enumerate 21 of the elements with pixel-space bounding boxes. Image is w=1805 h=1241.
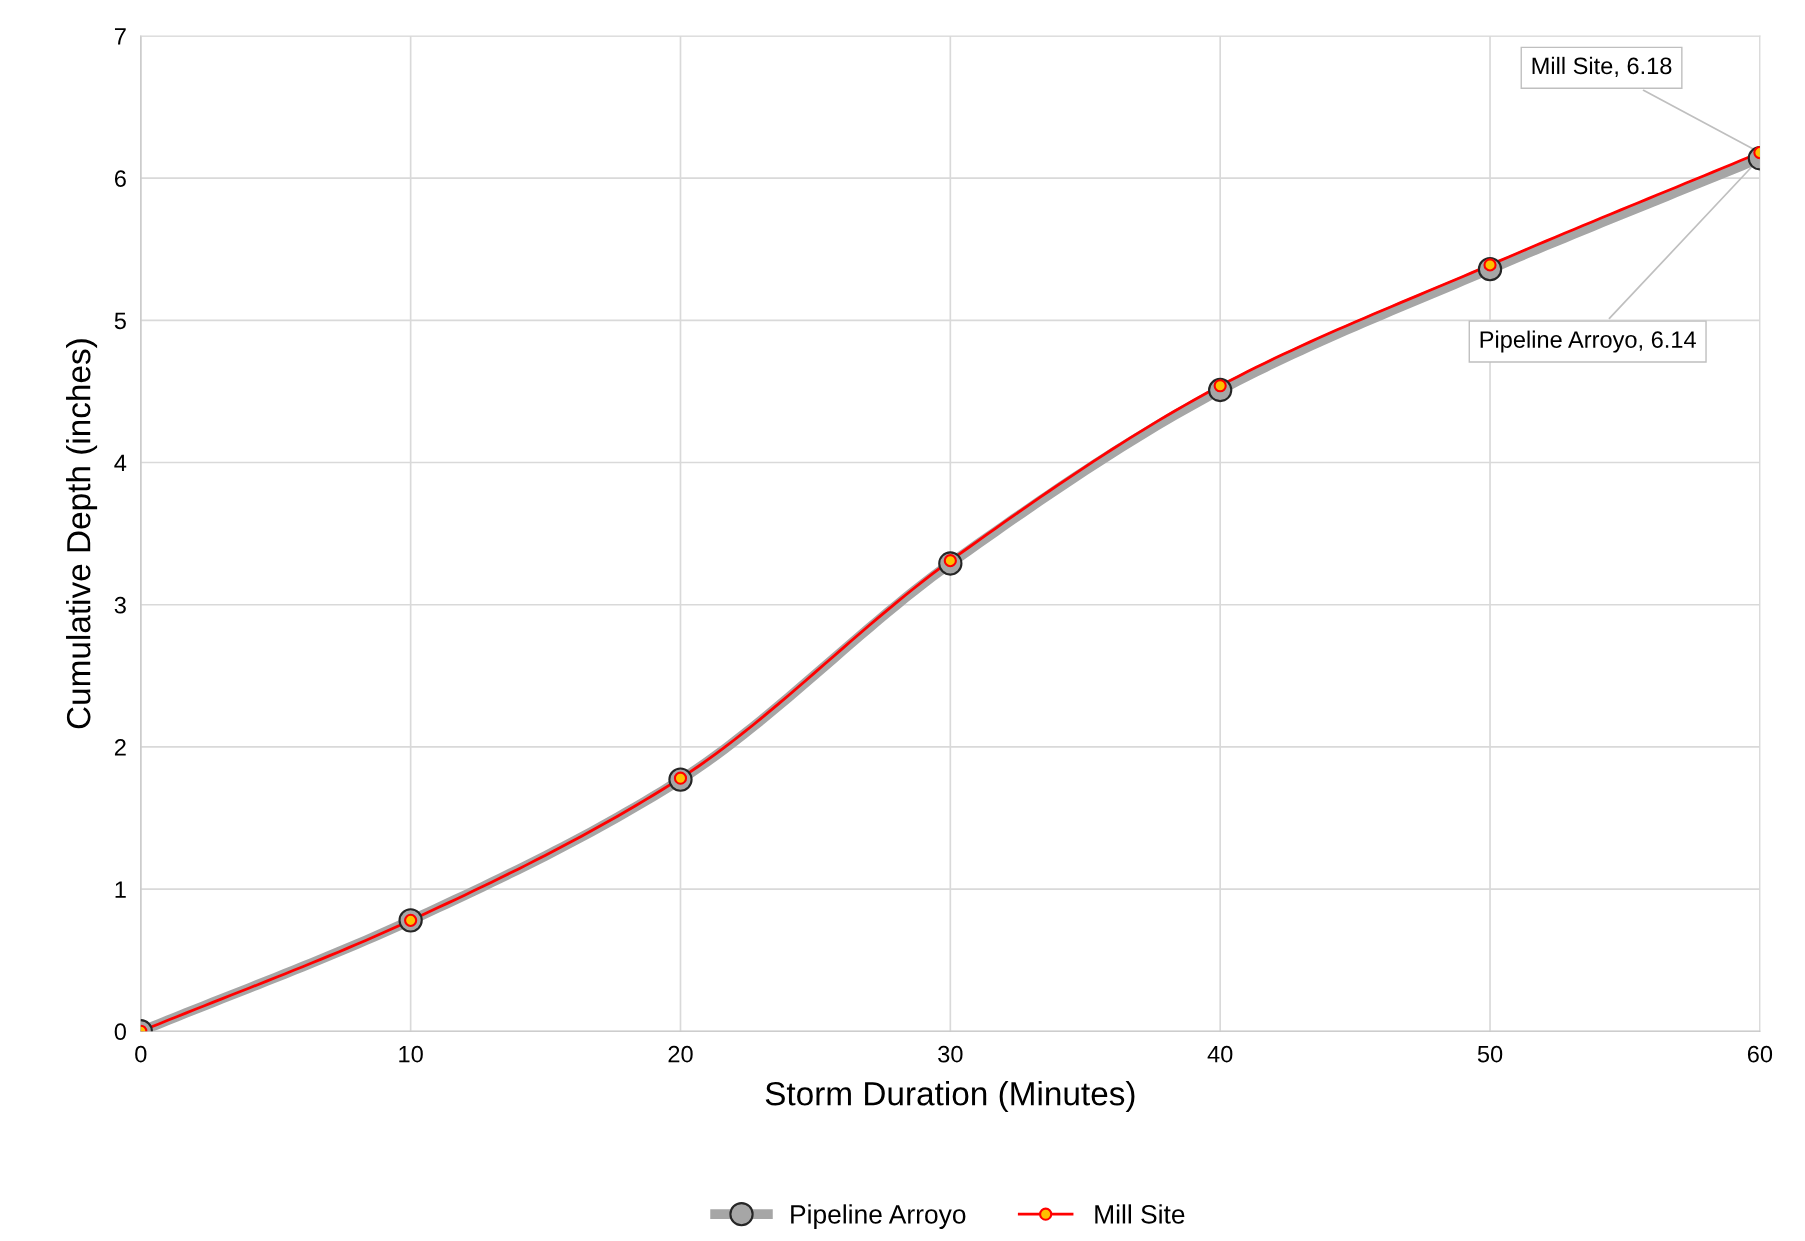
y-tick-label: 6 [114,170,126,187]
x-axis-title: Storm Duration (Minutes) [765,1081,1135,1113]
y-tick-label: 5 [114,312,126,330]
y-tick-label: 4 [114,454,127,472]
legend-label: Mill Site [1095,1204,1185,1224]
y-tick-label: 2 [114,738,126,756]
x-tick-label: 30 [938,1045,963,1063]
y-axis-title: Cumulative Depth (inches) [66,339,98,729]
y-tick-label: 3 [114,596,126,614]
x-tick-label: 60 [1747,1045,1773,1063]
annotation: Pipeline Arroyo, 6.14 [1480,330,1696,353]
legend-label: Pipeline Arroyo [791,1204,966,1229]
annotation: Mill Site, 6.18 [1532,56,1672,77]
y-tick-label: 7 [114,28,126,45]
x-tick-label: 0 [135,1045,147,1063]
y-tick-label: 1 [115,881,126,898]
x-tick-label: 40 [1207,1045,1233,1063]
x-tick-label: 10 [399,1045,423,1063]
y-tick-label: 0 [114,1023,126,1041]
x-tick-label: 20 [668,1045,693,1063]
x-tick-label: 50 [1477,1045,1503,1063]
